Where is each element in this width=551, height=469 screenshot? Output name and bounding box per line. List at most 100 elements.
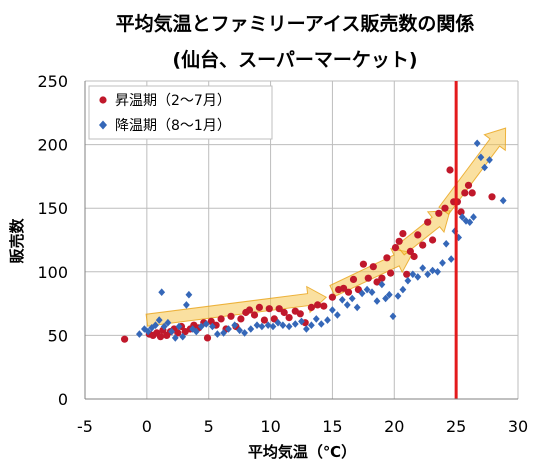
legend-label-warming: 昇温期（2～7月） [115, 93, 231, 109]
data-point-cooling [141, 325, 148, 333]
data-point-cooling [389, 312, 397, 321]
data-point-cooling [164, 318, 172, 327]
data-point-cooling [358, 289, 366, 298]
data-point-warming [399, 230, 407, 238]
data-point-warming [419, 241, 427, 249]
axes [84, 81, 518, 400]
data-point-warming [488, 193, 496, 201]
y-tick-label: 250 [37, 72, 68, 91]
data-point-cooling [298, 317, 305, 326]
data-point-cooling [144, 327, 152, 336]
data-point-cooling [253, 321, 261, 329]
data-point-cooling [247, 325, 255, 333]
data-points [121, 139, 507, 343]
data-point-cooling [462, 217, 470, 225]
y-tick-label: 200 [37, 136, 68, 155]
data-point-warming [280, 308, 288, 317]
data-point-cooling [317, 320, 325, 328]
data-point-cooling [179, 332, 187, 341]
data-point-cooling [220, 329, 227, 337]
data-point-warming [406, 247, 414, 255]
data-point-cooling [225, 325, 232, 333]
data-point-cooling [473, 139, 481, 148]
data-point-warming [320, 302, 328, 310]
data-point-cooling [368, 288, 376, 296]
data-point-cooling [160, 322, 168, 331]
data-point-cooling [373, 297, 381, 305]
data-point-cooling [285, 322, 293, 331]
data-point-cooling [214, 330, 221, 338]
data-point-warming [464, 181, 473, 189]
data-point-cooling [269, 322, 277, 331]
data-point-warming [414, 231, 422, 239]
data-point-warming [156, 333, 165, 341]
data-point-cooling [434, 268, 441, 276]
data-point-cooling [209, 322, 216, 331]
data-point-cooling [329, 306, 336, 314]
data-point-cooling [481, 163, 488, 172]
x-tick-label: -5 [77, 417, 93, 436]
data-point-cooling [382, 294, 389, 303]
data-point-cooling [458, 213, 466, 221]
data-point-cooling [158, 288, 166, 296]
legend-marker-cooling [99, 120, 107, 130]
data-point-cooling [419, 264, 427, 272]
data-point-cooling [185, 290, 193, 299]
x-tick-label: 30 [508, 417, 528, 436]
data-point-cooling [152, 321, 159, 329]
legend: 昇温期（2～7月） 降温期（8～1月） [88, 85, 273, 140]
x-tick-label: 10 [260, 417, 280, 436]
y-tick-label: 150 [37, 199, 68, 218]
data-point-cooling [394, 292, 402, 300]
data-point-cooling [399, 285, 407, 294]
data-point-cooling [197, 322, 205, 331]
data-point-cooling [409, 270, 417, 279]
data-point-warming [245, 306, 254, 314]
data-point-warming [250, 311, 259, 319]
data-point-warming [468, 189, 476, 197]
tick-labels: -5 0 5 10 15 20 25 30 0 50 100 150 200 250 [37, 72, 528, 436]
data-point-warming [369, 263, 377, 271]
x-axis-title: 平均気温（℃） [248, 443, 356, 461]
data-point-cooling [338, 296, 346, 304]
data-point-warming [446, 166, 454, 174]
data-point-cooling [404, 276, 412, 285]
data-point-warming [403, 270, 411, 278]
data-point-warming [457, 208, 465, 216]
data-point-cooling [202, 320, 210, 328]
data-point-warming [383, 254, 391, 262]
data-point-warming [354, 286, 362, 294]
x-tick-label: 5 [204, 417, 214, 436]
data-point-cooling [236, 326, 243, 335]
data-point-cooling [231, 321, 239, 329]
legend-label-cooling: 降温期（8～1月） [115, 118, 231, 134]
data-point-cooling [303, 325, 310, 333]
data-point-cooling [439, 259, 446, 267]
y-tick-label: 0 [58, 390, 68, 409]
chart-subtitle: (仙台、スーパーマーケット) [172, 48, 417, 71]
data-point-cooling [264, 321, 272, 329]
data-point-warming [203, 334, 212, 342]
data-point-cooling [274, 318, 282, 327]
data-point-cooling [343, 301, 351, 309]
data-point-cooling [447, 255, 455, 263]
data-point-warming [265, 305, 273, 313]
data-point-cooling [385, 290, 393, 299]
data-point-cooling [279, 321, 287, 329]
data-point-cooling [353, 303, 361, 312]
data-point-cooling [429, 266, 436, 275]
data-point-warming [391, 244, 400, 252]
data-point-warming [461, 189, 469, 197]
data-point-cooling [312, 315, 320, 323]
legend-box [88, 85, 273, 140]
data-point-cooling [470, 213, 477, 221]
data-point-warming [429, 236, 437, 244]
data-point-cooling [136, 330, 143, 338]
data-point-warming [359, 260, 367, 268]
data-point-warming [207, 317, 215, 325]
data-point-warming [275, 305, 283, 313]
data-point-cooling [414, 273, 422, 281]
data-point-cooling [334, 311, 341, 319]
data-point-cooling [258, 322, 266, 331]
data-point-warming [285, 314, 293, 322]
